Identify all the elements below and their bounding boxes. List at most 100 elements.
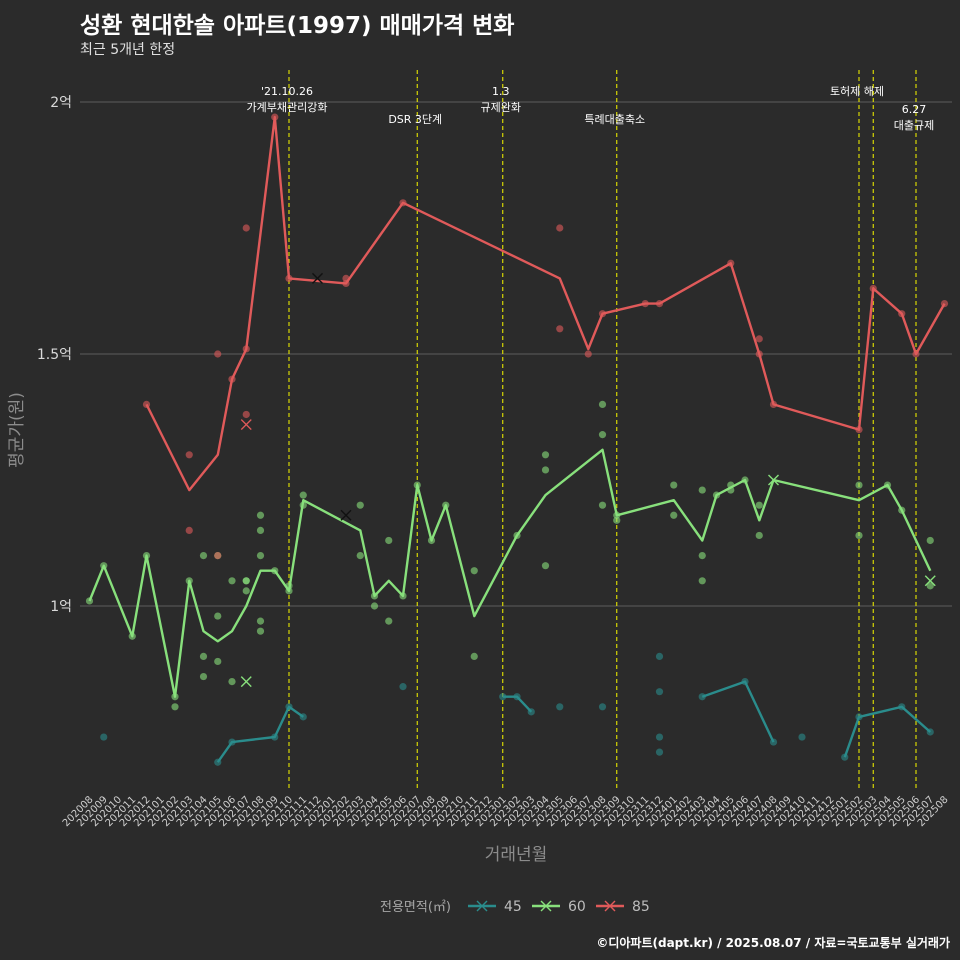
data-point	[655, 652, 664, 661]
data-point	[214, 612, 222, 620]
series-line	[502, 695, 533, 713]
data-point	[798, 733, 806, 741]
chart-subtitle: 최근 5개년 한정	[80, 42, 176, 58]
gridlines	[80, 101, 952, 607]
legend-key-cross	[604, 900, 616, 912]
data-point	[470, 652, 478, 661]
legend-key-cross	[476, 900, 488, 912]
event-label: 6.27	[902, 103, 927, 116]
data-point	[256, 617, 265, 625]
data-point	[256, 552, 265, 560]
data-point	[100, 733, 108, 741]
x-axis: 2020082020092020102020112020122021012021…	[61, 794, 951, 829]
cross-stroke	[604, 900, 616, 912]
data-point	[385, 617, 393, 625]
series-line	[701, 680, 775, 743]
event-label: DSR 3단계	[388, 113, 442, 126]
data-point	[598, 400, 607, 408]
data-point	[256, 526, 265, 535]
data-point	[926, 536, 934, 545]
data-point	[171, 703, 179, 711]
x-axis-title: 거래년월	[485, 845, 548, 865]
data-point	[356, 552, 364, 560]
data-point	[356, 501, 364, 509]
data-point	[755, 335, 763, 343]
data-point	[670, 511, 678, 519]
event-label: 가계부채관리강화	[247, 101, 328, 114]
data-point	[556, 703, 564, 711]
data-point	[214, 657, 222, 666]
series-layer	[85, 113, 949, 766]
legend-item-85: 85	[596, 899, 650, 915]
data-point	[299, 491, 307, 499]
data-point	[470, 567, 478, 575]
cross-stroke	[768, 474, 779, 486]
event-label: 대출규제	[894, 119, 934, 132]
y-axis-title: 평균가(원)	[7, 392, 27, 468]
data-point	[242, 577, 250, 585]
data-point	[556, 325, 564, 333]
data-point	[256, 511, 265, 519]
event-label: 1.3	[492, 85, 510, 98]
event-label: 특례대출축소	[584, 113, 645, 126]
series-line	[216, 705, 304, 763]
data-point	[598, 703, 607, 711]
cross-mark	[312, 272, 323, 284]
data-point	[228, 577, 236, 585]
data-point	[228, 678, 236, 686]
data-point	[256, 627, 265, 635]
legend: 전용면적(㎡) 45 60 85	[380, 899, 650, 915]
data-point	[199, 652, 208, 661]
legend-label: 85	[632, 899, 650, 915]
chart-title: 성환 현대한솔 아파트(1997) 매매가격 변화	[80, 13, 515, 39]
legend-item-60: 60	[532, 899, 586, 915]
data-point	[199, 552, 208, 560]
data-point	[698, 577, 706, 585]
event-label: 토허제 해제	[830, 84, 884, 98]
data-point	[242, 587, 250, 595]
legend-label: 45	[504, 899, 522, 915]
data-point	[926, 582, 934, 590]
data-point	[655, 748, 664, 756]
data-point	[370, 602, 379, 610]
data-point	[385, 536, 393, 545]
event-label: '21.10.26	[261, 85, 313, 98]
series-line	[88, 448, 932, 698]
cross-mark	[768, 474, 779, 486]
data-point	[698, 486, 706, 494]
y-axis: 1억 1.5억 2억	[37, 95, 72, 615]
data-point	[499, 693, 507, 701]
data-point	[855, 531, 863, 540]
data-point	[855, 481, 863, 489]
cross-stroke	[240, 676, 252, 688]
cross-stroke	[540, 900, 552, 912]
series-45	[100, 652, 934, 766]
data-point	[584, 350, 592, 358]
cross-mark	[240, 676, 252, 688]
legend-title: 전용면적(㎡)	[380, 900, 451, 915]
data-point	[670, 481, 678, 489]
data-point	[598, 501, 607, 509]
data-point	[214, 350, 222, 358]
legend-key-cross	[540, 900, 552, 912]
y-tick-label: 1.5억	[37, 347, 72, 363]
data-point	[242, 224, 250, 232]
event-label: 규제완화	[481, 101, 521, 114]
cross-mark	[240, 419, 252, 431]
data-point	[541, 562, 550, 570]
series-85	[142, 113, 949, 560]
cross-stroke	[476, 900, 488, 912]
data-point	[698, 552, 706, 560]
data-point	[214, 552, 222, 560]
chart-caption: ©디아파트(dapt.kr) / 2025.08.07 / 자료=국토교통부 실…	[596, 936, 950, 950]
cross-mark	[340, 509, 352, 521]
data-point	[185, 526, 193, 535]
cross-stroke	[240, 419, 252, 431]
data-point	[556, 224, 564, 232]
y-tick-label: 1억	[50, 599, 72, 615]
data-point	[199, 672, 208, 681]
data-point	[242, 410, 250, 419]
series-line	[843, 705, 932, 758]
